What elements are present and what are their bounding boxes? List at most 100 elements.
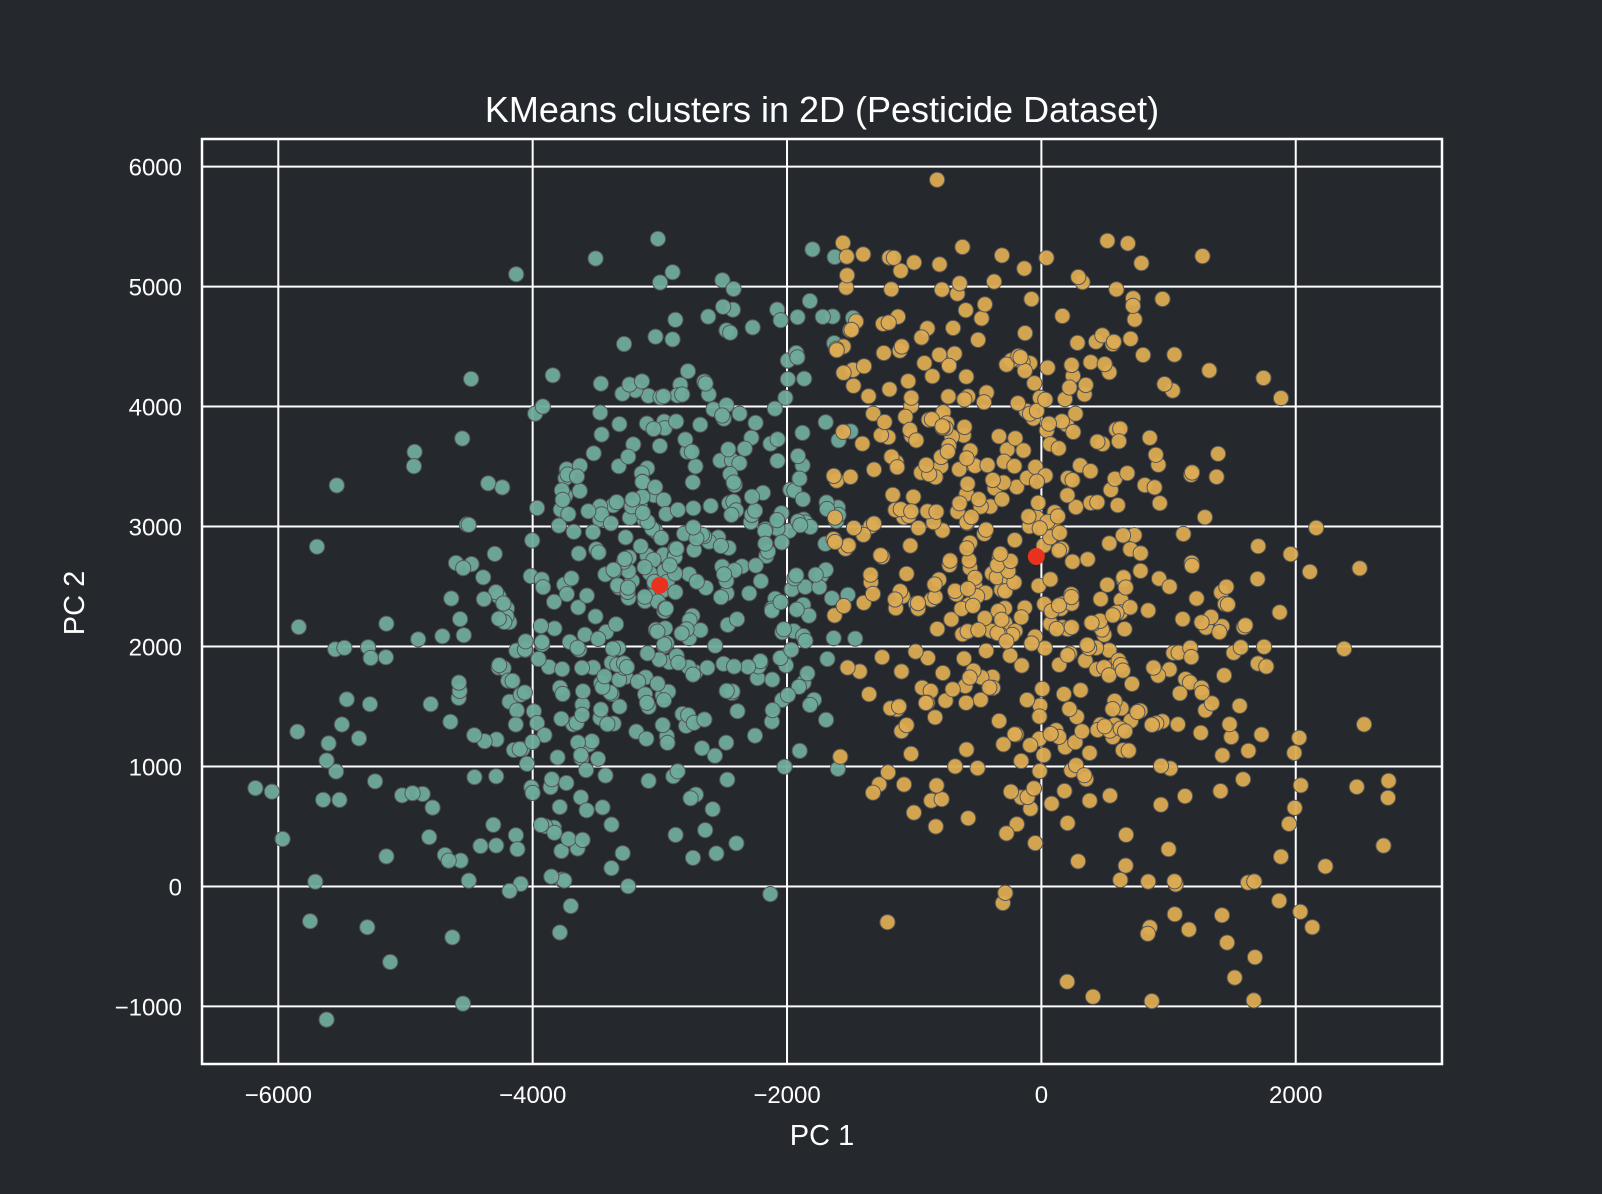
cluster-1-point — [1112, 871, 1129, 889]
cluster-1-point — [1110, 433, 1128, 450]
cluster-0-point — [684, 474, 701, 491]
cluster-0-point — [455, 627, 472, 644]
cluster-0-point — [624, 491, 641, 508]
cluster-0-point — [543, 771, 560, 788]
cluster-0-point — [661, 557, 678, 574]
cluster-0-point — [764, 671, 781, 688]
cluster-0-point — [578, 802, 595, 819]
cluster-1-point — [954, 238, 971, 256]
cluster-0-point — [616, 550, 633, 568]
cluster-1-point — [997, 884, 1014, 902]
cluster-0-point — [378, 615, 395, 632]
cluster-0-point — [783, 641, 800, 658]
cluster-1-point — [1117, 857, 1134, 874]
cluster-0-point — [801, 696, 819, 714]
cluster-1-point — [895, 776, 913, 793]
cluster-0-point — [649, 623, 666, 640]
cluster-1-point — [1083, 614, 1100, 631]
cluster-0-point — [715, 298, 732, 315]
cluster-0-point — [574, 683, 592, 700]
cluster-0-point — [551, 798, 568, 816]
cluster-1-point — [1147, 446, 1164, 463]
cluster-1-point — [1336, 640, 1353, 658]
cluster-1-point — [1050, 542, 1068, 559]
cluster-0-point — [404, 785, 421, 802]
cluster-1-point — [941, 357, 958, 374]
cluster-1-point — [1201, 362, 1218, 379]
cluster-0-point — [578, 587, 596, 604]
cluster-0-point — [544, 367, 561, 384]
cluster-0-point — [655, 388, 672, 405]
cluster-1-point — [998, 633, 1015, 650]
y-axis-label: PC 2 — [59, 571, 91, 635]
cluster-1-point — [1117, 723, 1134, 740]
cluster-0-point — [769, 512, 786, 529]
cluster-0-point — [551, 924, 569, 941]
x-tick-labels: −6000 −4000 −2000 0 2000 — [245, 1082, 1323, 1109]
cluster-1-point — [979, 457, 996, 474]
cluster-1-point — [1096, 718, 1113, 735]
cluster-0-point — [495, 595, 512, 612]
cluster-1-point — [1119, 465, 1136, 482]
cluster-1-point — [993, 611, 1010, 628]
cluster-0-point — [667, 826, 684, 844]
cluster-1-point — [1067, 499, 1085, 516]
cluster-0-point — [362, 649, 379, 667]
cluster-0-point — [405, 458, 422, 475]
cluster-1-point — [1208, 468, 1225, 485]
cluster-0-point — [488, 768, 505, 785]
cluster-1-point — [1183, 557, 1201, 574]
cluster-1-point — [1133, 255, 1150, 272]
cluster-0-point — [516, 684, 533, 701]
cluster-1-point — [861, 686, 878, 703]
cluster-1-point — [1028, 473, 1046, 490]
cluster-0-point — [444, 929, 461, 946]
cluster-1-point — [916, 355, 933, 372]
cluster-0-point — [684, 666, 702, 683]
cluster-0-point — [549, 749, 566, 766]
cluster-0-point — [318, 752, 335, 769]
cluster-1-point — [1235, 771, 1252, 788]
cluster-1-point — [956, 418, 973, 436]
cluster-0-point — [692, 622, 709, 639]
cluster-1-point — [1291, 729, 1308, 746]
cluster-0-point — [331, 791, 348, 809]
cluster-0-point — [746, 727, 764, 744]
cluster-1-point — [1023, 291, 1040, 308]
cluster-1-point — [1096, 356, 1113, 373]
cluster-0-point — [421, 829, 438, 846]
cluster-1-point — [1031, 708, 1048, 725]
cluster-0-point — [667, 311, 684, 328]
cluster-0-point — [554, 661, 571, 678]
cluster-0-point — [731, 405, 748, 422]
cluster-1-point — [1188, 590, 1205, 607]
cluster-0-point — [617, 529, 634, 546]
cluster-0-point — [664, 264, 681, 281]
cluster-1-point — [1126, 311, 1143, 328]
cluster-1-point — [1250, 538, 1267, 555]
cluster-0-point — [776, 758, 793, 775]
cluster-0-point — [359, 919, 376, 936]
cluster-1-point — [1081, 792, 1098, 809]
cluster-1-point — [1145, 659, 1162, 676]
x-axis-label: PC 1 — [790, 1120, 854, 1152]
cluster-1-point — [958, 694, 975, 711]
cluster-1-point — [1219, 596, 1237, 613]
cluster-0-point — [570, 599, 587, 616]
cluster-0-point — [801, 292, 819, 310]
cluster-1-point — [958, 741, 975, 758]
cluster-0-point — [289, 723, 306, 740]
cluster-0-point — [460, 872, 477, 889]
cluster-0-point — [632, 538, 649, 555]
y-tick-label: 3000 — [129, 515, 182, 542]
cluster-0-point — [654, 716, 671, 734]
cluster-0-point — [728, 835, 745, 852]
cluster-1-point — [959, 475, 976, 492]
cluster-1-point — [947, 758, 964, 775]
cluster-1-point — [1166, 873, 1183, 890]
cluster-1-point — [981, 679, 998, 696]
cluster-1-point — [956, 391, 973, 408]
y-tick-label: 2000 — [129, 634, 182, 661]
cluster-0-point — [794, 491, 812, 508]
cluster-1-point — [970, 621, 987, 639]
